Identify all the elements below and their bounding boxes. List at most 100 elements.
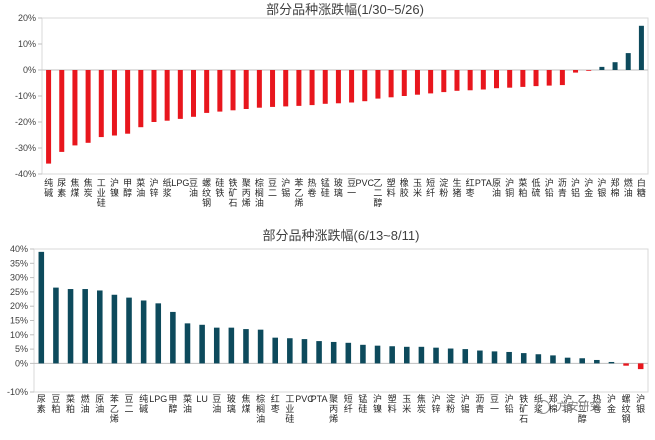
category-label: 淀粉 (439, 177, 448, 198)
category-label: 沥青 (558, 178, 567, 198)
category-label: 铁矿石 (519, 393, 528, 424)
category-label: LPG (171, 178, 189, 188)
category-label: 尿素 (57, 178, 66, 198)
bar-34 (520, 353, 527, 364)
bar-26 (375, 70, 381, 99)
bar-38 (579, 358, 585, 364)
category-label: 菜粕 (66, 393, 75, 414)
category-label: 短纤 (426, 177, 435, 198)
bar-11 (184, 323, 191, 364)
bar-1 (38, 251, 45, 364)
category-label: 低硫 (532, 177, 541, 198)
bar-9 (155, 303, 162, 364)
bar-38 (533, 70, 539, 87)
y-tick-label: 10% (18, 39, 36, 49)
y-tick-label: 25% (10, 287, 28, 297)
bar-24 (374, 345, 381, 364)
bar-4 (85, 70, 91, 143)
category-label: 沪锡 (461, 393, 470, 414)
plot-frame (41, 17, 649, 175)
bar-5 (97, 290, 103, 364)
category-label: 沪铝 (571, 177, 580, 198)
y-tick-label: 0% (15, 358, 28, 368)
y-tick-label: -20% (15, 117, 36, 127)
bar-36 (550, 355, 556, 364)
bar-27 (418, 346, 425, 364)
category-label: LPG (149, 394, 167, 404)
bar-30 (428, 70, 434, 94)
bar-27 (388, 70, 394, 98)
bar-29 (414, 70, 420, 95)
y-tick-label: 35% (10, 258, 28, 268)
bar-13 (213, 327, 220, 364)
y-tick-label: 15% (10, 316, 28, 326)
category-label: 热卷 (592, 393, 601, 414)
category-label: 棕榈油 (256, 393, 265, 424)
category-label: 沪镍 (373, 393, 382, 414)
bar-21 (330, 341, 337, 364)
category-label: PVC (295, 394, 314, 404)
bar-4 (82, 289, 88, 364)
category-label: 菜油 (183, 393, 192, 414)
bar-12 (190, 70, 197, 117)
category-label: 白糖 (637, 177, 646, 198)
bar-22 (345, 342, 352, 364)
bar-7 (125, 70, 131, 134)
bar-8 (140, 300, 147, 364)
category-label: 乙二醇 (578, 394, 587, 424)
bar-16 (257, 329, 264, 364)
category-label: 聚丙烯 (242, 178, 251, 208)
category-label: 玻璃 (227, 393, 236, 414)
category-label: 红枣 (271, 393, 280, 414)
category-label: 原油 (95, 394, 104, 414)
y-tick-label: 40% (10, 244, 28, 254)
category-label: LU (196, 394, 208, 404)
y-tick-label: -40% (15, 169, 36, 179)
chart-title: 部分品种涨跌幅(6/13~8/11) (263, 228, 420, 243)
bar-33 (506, 351, 512, 364)
bar-35 (493, 70, 500, 89)
bar-13 (204, 70, 210, 113)
bar-15 (243, 329, 249, 364)
bar-20 (296, 70, 302, 106)
category-label: 焦煤 (241, 393, 250, 414)
bar-10 (170, 311, 176, 364)
category-label: PTA (311, 394, 328, 404)
bar-16 (243, 70, 249, 109)
bar-21 (309, 70, 315, 106)
category-label: 棕榈油 (255, 177, 264, 208)
category-label: 焦炭 (417, 393, 426, 414)
category-label: 豆粕 (51, 394, 60, 414)
category-label: 铁矿石 (229, 177, 238, 208)
y-tick-label: -10% (15, 91, 36, 101)
bar-34 (480, 70, 486, 90)
bar-31 (477, 350, 483, 364)
category-label: 锰硅 (321, 177, 330, 198)
bar-28 (433, 347, 439, 364)
category-label: 沥青 (475, 394, 484, 414)
category-label: 沪银 (597, 177, 606, 198)
category-label: 沪镍 (110, 177, 119, 198)
bar-2 (53, 287, 59, 364)
bar-17 (272, 337, 278, 364)
plot-frame (33, 248, 649, 393)
y-tick-label: 20% (18, 13, 36, 23)
category-label: 燃油 (624, 177, 633, 198)
bar-25 (389, 346, 395, 364)
bar-24 (349, 70, 355, 103)
chart-panel-2: 部分品种涨跌幅(6/13~8/11) -10% 0% 5% 10% 15% 20% 25% 30… (7, 228, 649, 424)
bar-9 (151, 70, 157, 122)
y-tick-label: 0% (23, 65, 36, 75)
category-label: 螺纹钢 (622, 394, 631, 424)
category-label: 菜油 (136, 177, 145, 198)
bar-33 (467, 70, 473, 91)
category-label: 沪铜 (563, 393, 572, 414)
category-label: 沪金 (584, 177, 593, 198)
bar-2 (59, 70, 65, 152)
bar-41 (623, 363, 629, 366)
bar-3 (67, 289, 74, 364)
bar-37 (564, 357, 571, 364)
category-label: 硅铁 (215, 177, 224, 198)
category-label: PTA (475, 178, 492, 188)
bar-41 (573, 70, 579, 73)
